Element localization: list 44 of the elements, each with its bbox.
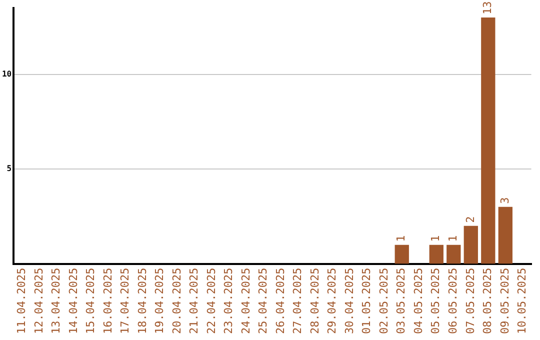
x-tick-label: 23.04.2025	[222, 268, 236, 334]
x-tick-label: 13.04.2025	[50, 268, 63, 334]
x-tick-label: 28.04.2025	[308, 268, 322, 334]
data-label: 1	[446, 235, 460, 242]
x-tick-label: 16.04.2025	[101, 268, 114, 334]
x-tick-label: 17.04.2025	[118, 268, 132, 334]
data-label: 2	[464, 216, 477, 223]
data-label: 13	[481, 1, 494, 14]
x-tick-label: 04.05.2025	[412, 268, 425, 334]
bar	[429, 244, 444, 264]
x-tick-label: 26.04.2025	[274, 268, 287, 334]
x-tick-label: 14.04.2025	[66, 268, 80, 334]
x-tick-label: 07.05.2025	[464, 268, 477, 334]
y-tick-label: 10	[2, 69, 12, 78]
bar	[394, 244, 409, 264]
data-label: 1	[394, 235, 408, 242]
x-tick-label: 02.05.2025	[377, 268, 390, 334]
bar	[446, 244, 461, 264]
data-label: 3	[498, 197, 512, 204]
x-tick-label: 22.04.2025	[204, 268, 218, 334]
x-tick-label: 12.04.2025	[32, 268, 46, 334]
x-tick-label: 10.05.2025	[516, 268, 529, 334]
x-tick-label: 27.04.2025	[291, 268, 304, 334]
bar	[481, 17, 496, 264]
x-tick-label: 21.04.2025	[188, 268, 201, 334]
x-tick-label: 01.05.2025	[360, 268, 374, 334]
x-tick-label: 08.05.2025	[481, 268, 494, 334]
data-label: 1	[429, 235, 442, 242]
bar	[498, 206, 512, 264]
x-tick-label: 24.04.2025	[239, 268, 252, 334]
x-tick-label: 18.04.2025	[136, 268, 149, 334]
x-tick-label: 25.04.2025	[256, 268, 270, 334]
bar	[464, 226, 478, 264]
x-tick-label: 20.04.2025	[170, 268, 184, 334]
x-tick-label: 19.04.2025	[153, 268, 166, 334]
x-tick-label: 03.05.2025	[394, 268, 408, 334]
x-tick-label: 30.04.2025	[342, 268, 356, 334]
x-tick-label: 05.05.2025	[429, 268, 442, 334]
x-tick-label: 11.04.2025	[15, 268, 28, 334]
x-tick-label: 09.05.2025	[498, 268, 512, 334]
x-tick-label: 06.05.2025	[446, 268, 460, 334]
x-tick-label: 29.04.2025	[326, 268, 339, 334]
x-tick-label: 15.04.2025	[84, 268, 98, 334]
y-tick-label: 5	[6, 164, 12, 174]
